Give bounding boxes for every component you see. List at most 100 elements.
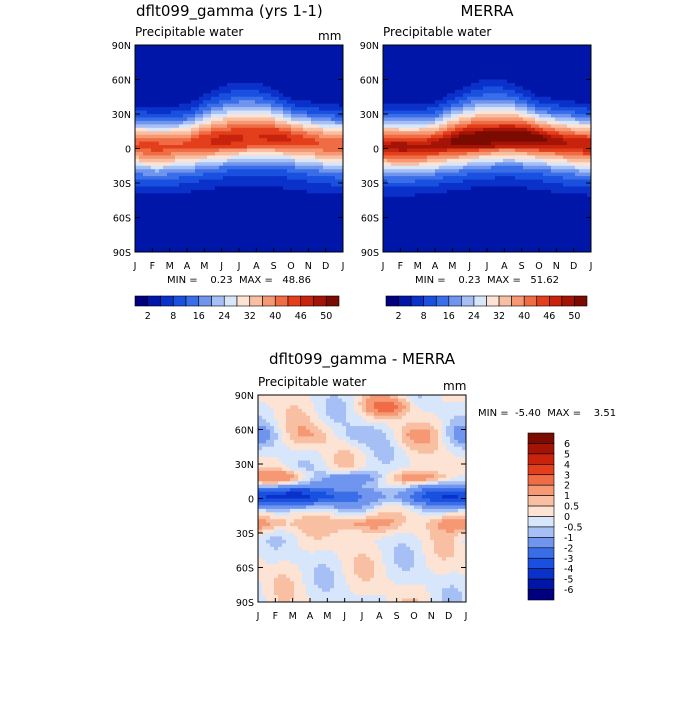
heatmap-cell	[455, 218, 460, 222]
heatmap-cell	[403, 200, 408, 204]
heatmap-cell	[275, 169, 280, 173]
heatmap-cell	[483, 211, 488, 215]
heatmap-cell	[479, 235, 484, 239]
heatmap-cell	[203, 128, 208, 132]
heatmap-cell	[263, 76, 268, 80]
heatmap-cell	[167, 211, 172, 215]
heatmap-cell	[195, 197, 200, 201]
heatmap-cell	[391, 200, 396, 204]
heatmap-cell	[327, 86, 332, 90]
heatmap-cell	[171, 231, 176, 235]
heatmap-cell	[175, 55, 180, 59]
heatmap-cell	[259, 117, 264, 121]
heatmap-cell	[247, 97, 252, 101]
heatmap-cell	[287, 204, 292, 208]
heatmap-cell	[147, 93, 152, 97]
heatmap-cell	[435, 59, 440, 63]
heatmap-cell	[155, 48, 160, 52]
heatmap-cell	[151, 190, 156, 194]
heatmap-cell	[335, 235, 340, 239]
heatmap-cell	[203, 90, 208, 94]
heatmap-cell	[287, 176, 292, 180]
heatmap-cell	[171, 162, 176, 166]
heatmap-cell	[327, 142, 332, 146]
heatmap-cell	[167, 180, 172, 184]
heatmap-cell	[439, 155, 444, 159]
heatmap-cell	[395, 86, 400, 90]
heatmap-cell	[443, 162, 448, 166]
heatmap-cell	[439, 124, 444, 128]
heatmap-cell	[415, 117, 420, 121]
heatmap-cell	[395, 97, 400, 101]
heatmap-cell	[155, 242, 160, 246]
heatmap-cell	[243, 211, 248, 215]
heatmap-cell	[179, 162, 184, 166]
heatmap-cell	[447, 124, 452, 128]
heatmap-cell	[495, 152, 500, 156]
heatmap-cell	[171, 52, 176, 56]
heatmap-cell	[199, 207, 204, 211]
heatmap-cell	[251, 197, 256, 201]
heatmap-cell	[323, 204, 328, 208]
heatmap-cell	[255, 238, 260, 242]
heatmap-cell	[155, 228, 160, 232]
heatmap-cell	[227, 224, 232, 228]
heatmap-cell	[171, 214, 176, 218]
heatmap-cell	[395, 135, 400, 139]
heatmap-cell	[495, 124, 500, 128]
heatmap-cell	[283, 221, 288, 225]
heatmap-cell	[271, 218, 276, 222]
heatmap-cell	[311, 214, 316, 218]
heatmap-cell	[455, 211, 460, 215]
heatmap-cell	[491, 238, 496, 242]
heatmap-cell	[215, 76, 220, 80]
heatmap-cell	[299, 83, 304, 87]
heatmap-cell	[475, 235, 480, 239]
heatmap-cell	[419, 152, 424, 156]
heatmap-cell	[183, 224, 188, 228]
heatmap-cell	[311, 204, 316, 208]
heatmap-cell	[223, 90, 228, 94]
heatmap-cell	[255, 131, 260, 135]
heatmap-cell	[191, 142, 196, 146]
heatmap-cell	[403, 155, 408, 159]
heatmap-cell	[287, 138, 292, 142]
heatmap-cell	[319, 159, 324, 163]
heatmap-cell	[135, 124, 140, 128]
heatmap-cell	[335, 128, 340, 132]
heatmap-cell	[435, 221, 440, 225]
heatmap-cell	[263, 238, 268, 242]
heatmap-cell	[487, 197, 492, 201]
heatmap-cell	[407, 149, 412, 153]
heatmap-cell	[263, 149, 268, 153]
heatmap-cell	[263, 173, 268, 177]
heatmap-cell	[155, 62, 160, 66]
heatmap-cell	[311, 66, 316, 70]
heatmap-cell	[143, 211, 148, 215]
heatmap-cell	[415, 238, 420, 242]
heatmap-cell	[259, 235, 264, 239]
heatmap-cell	[483, 145, 488, 149]
heatmap-cell	[419, 76, 424, 80]
heatmap-cell	[319, 183, 324, 187]
heatmap-cell	[443, 86, 448, 90]
heatmap-cell	[215, 128, 220, 132]
heatmap-cell	[467, 159, 472, 163]
heatmap-cell	[151, 124, 156, 128]
heatmap-cell	[163, 197, 168, 201]
heatmap-cell	[443, 66, 448, 70]
heatmap-cell	[243, 173, 248, 177]
heatmap-cell	[239, 76, 244, 80]
heatmap-cell	[427, 221, 432, 225]
heatmap-cell	[227, 45, 232, 49]
heatmap-cell	[223, 155, 228, 159]
heatmap-cell	[335, 124, 340, 128]
heatmap-cell	[291, 149, 296, 153]
heatmap-cell	[155, 221, 160, 225]
heatmap-cell	[479, 166, 484, 170]
heatmap-cell	[315, 66, 320, 70]
heatmap-cell	[479, 162, 484, 166]
heatmap-cell	[459, 131, 464, 135]
heatmap-cell	[187, 59, 192, 63]
heatmap-cell	[423, 169, 428, 173]
